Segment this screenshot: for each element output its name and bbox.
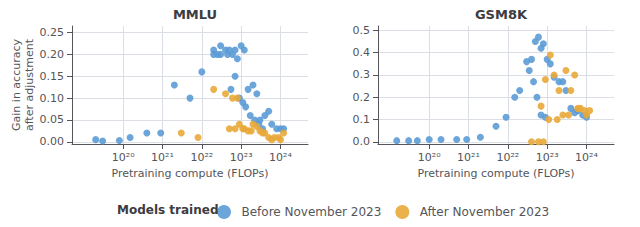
svg-text:0.05: 0.05 xyxy=(40,113,65,126)
svg-text:10²²: 10²² xyxy=(190,151,213,164)
svg-text:0.5: 0.5 xyxy=(353,24,371,37)
svg-text:after adjustment: after adjustment xyxy=(23,38,36,131)
svg-text:Gain in accuracy: Gain in accuracy xyxy=(10,39,23,131)
svg-text:0.3: 0.3 xyxy=(353,68,371,81)
svg-text:10²²: 10²² xyxy=(496,151,519,164)
svg-text:After November 2023: After November 2023 xyxy=(420,205,549,219)
svg-text:Pretraining compute (FLOPs): Pretraining compute (FLOPs) xyxy=(111,167,268,180)
svg-text:0.25: 0.25 xyxy=(40,26,65,39)
svg-text:Models trained: Models trained xyxy=(117,203,218,217)
svg-text:0.1: 0.1 xyxy=(353,113,371,126)
svg-text:10²¹: 10²¹ xyxy=(457,151,480,164)
svg-text:10²⁴: 10²⁴ xyxy=(575,151,598,164)
svg-text:10²⁴: 10²⁴ xyxy=(269,151,292,164)
svg-text:0.15: 0.15 xyxy=(40,70,65,83)
svg-text:0.4: 0.4 xyxy=(353,46,371,59)
svg-text:0.2: 0.2 xyxy=(353,91,371,104)
svg-text:10²⁰: 10²⁰ xyxy=(112,151,135,164)
svg-text:0.00: 0.00 xyxy=(40,135,65,148)
svg-text:10²¹: 10²¹ xyxy=(151,151,174,164)
svg-text:10²⁰: 10²⁰ xyxy=(418,151,441,164)
svg-text:0.0: 0.0 xyxy=(353,135,371,148)
svg-text:Pretraining compute (FLOPs): Pretraining compute (FLOPs) xyxy=(417,167,574,180)
svg-text:GSM8K: GSM8K xyxy=(475,7,528,22)
svg-text:0.10: 0.10 xyxy=(40,92,65,105)
svg-text:MMLU: MMLU xyxy=(173,7,217,22)
svg-text:Before November 2023: Before November 2023 xyxy=(242,205,382,219)
svg-text:10²³: 10²³ xyxy=(536,151,559,164)
svg-text:10²³: 10²³ xyxy=(230,151,253,164)
svg-text:0.20: 0.20 xyxy=(40,48,65,61)
